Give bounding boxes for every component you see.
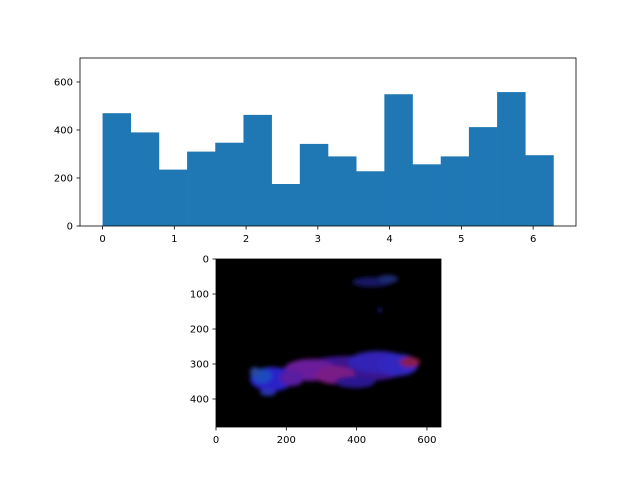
x-tick-label: 1 [171, 234, 177, 245]
histogram-bar [412, 164, 442, 226]
image-y-ticks: 0 100 200 300 400 [190, 255, 216, 406]
x-tick-label: 3 [315, 234, 321, 245]
histogram-bar [187, 151, 216, 226]
histogram-bar [468, 127, 498, 226]
x-tick-label: 2 [243, 234, 249, 245]
image-blob [280, 370, 304, 386]
histogram-bar [243, 114, 272, 226]
histogram-bar [299, 143, 329, 226]
image-blob [400, 357, 420, 367]
y-tick-label: 200 [190, 325, 209, 336]
x-tick-label: 200 [277, 435, 296, 446]
image-frame [215, 258, 442, 428]
y-tick-label: 100 [190, 290, 209, 301]
x-tick-label: 4 [386, 234, 392, 245]
image-background [216, 259, 441, 427]
histogram-bar [525, 155, 554, 226]
y-tick-label: 0 [67, 222, 73, 233]
histogram-bar [497, 92, 526, 226]
x-tick-label: 5 [458, 234, 464, 245]
histogram-frame [79, 57, 577, 227]
histogram-bars [102, 92, 554, 227]
x-tick-label: 0 [99, 234, 105, 245]
x-tick-label: 6 [530, 234, 536, 245]
y-tick-label: 0 [203, 255, 209, 266]
histogram-bar [130, 132, 160, 226]
x-tick-label: 0 [213, 435, 219, 446]
histogram-bar [328, 156, 357, 226]
image-blob [335, 376, 375, 388]
x-tick-label: 400 [347, 435, 366, 446]
image-blob [250, 367, 260, 377]
histogram-axes: 0 1 2 3 4 5 6 0 200 400 600 [54, 57, 577, 245]
image-blob [260, 388, 276, 396]
histogram-x-ticks: 0 1 2 3 4 5 6 [99, 226, 536, 245]
histogram-y-ticks: 0 200 400 600 [54, 78, 80, 233]
y-tick-label: 300 [190, 360, 209, 371]
image-blob [378, 275, 398, 283]
histogram-bar [102, 113, 132, 226]
y-tick-label: 600 [54, 78, 73, 89]
histogram-bar [440, 156, 470, 226]
histogram-bar [384, 94, 413, 227]
y-tick-label: 400 [190, 395, 209, 406]
y-tick-label: 400 [54, 126, 73, 137]
image-axes: 0 200 400 600 0 100 200 300 400 [190, 255, 442, 446]
histogram-bar [356, 171, 385, 226]
image-x-ticks: 0 200 400 600 [213, 427, 436, 446]
image-content [250, 275, 420, 396]
histogram-bar [271, 184, 301, 226]
x-tick-label: 600 [417, 435, 436, 446]
y-tick-label: 200 [54, 174, 73, 185]
histogram-bar [158, 169, 188, 226]
image-blob [377, 307, 383, 313]
histogram-bar [215, 142, 244, 226]
